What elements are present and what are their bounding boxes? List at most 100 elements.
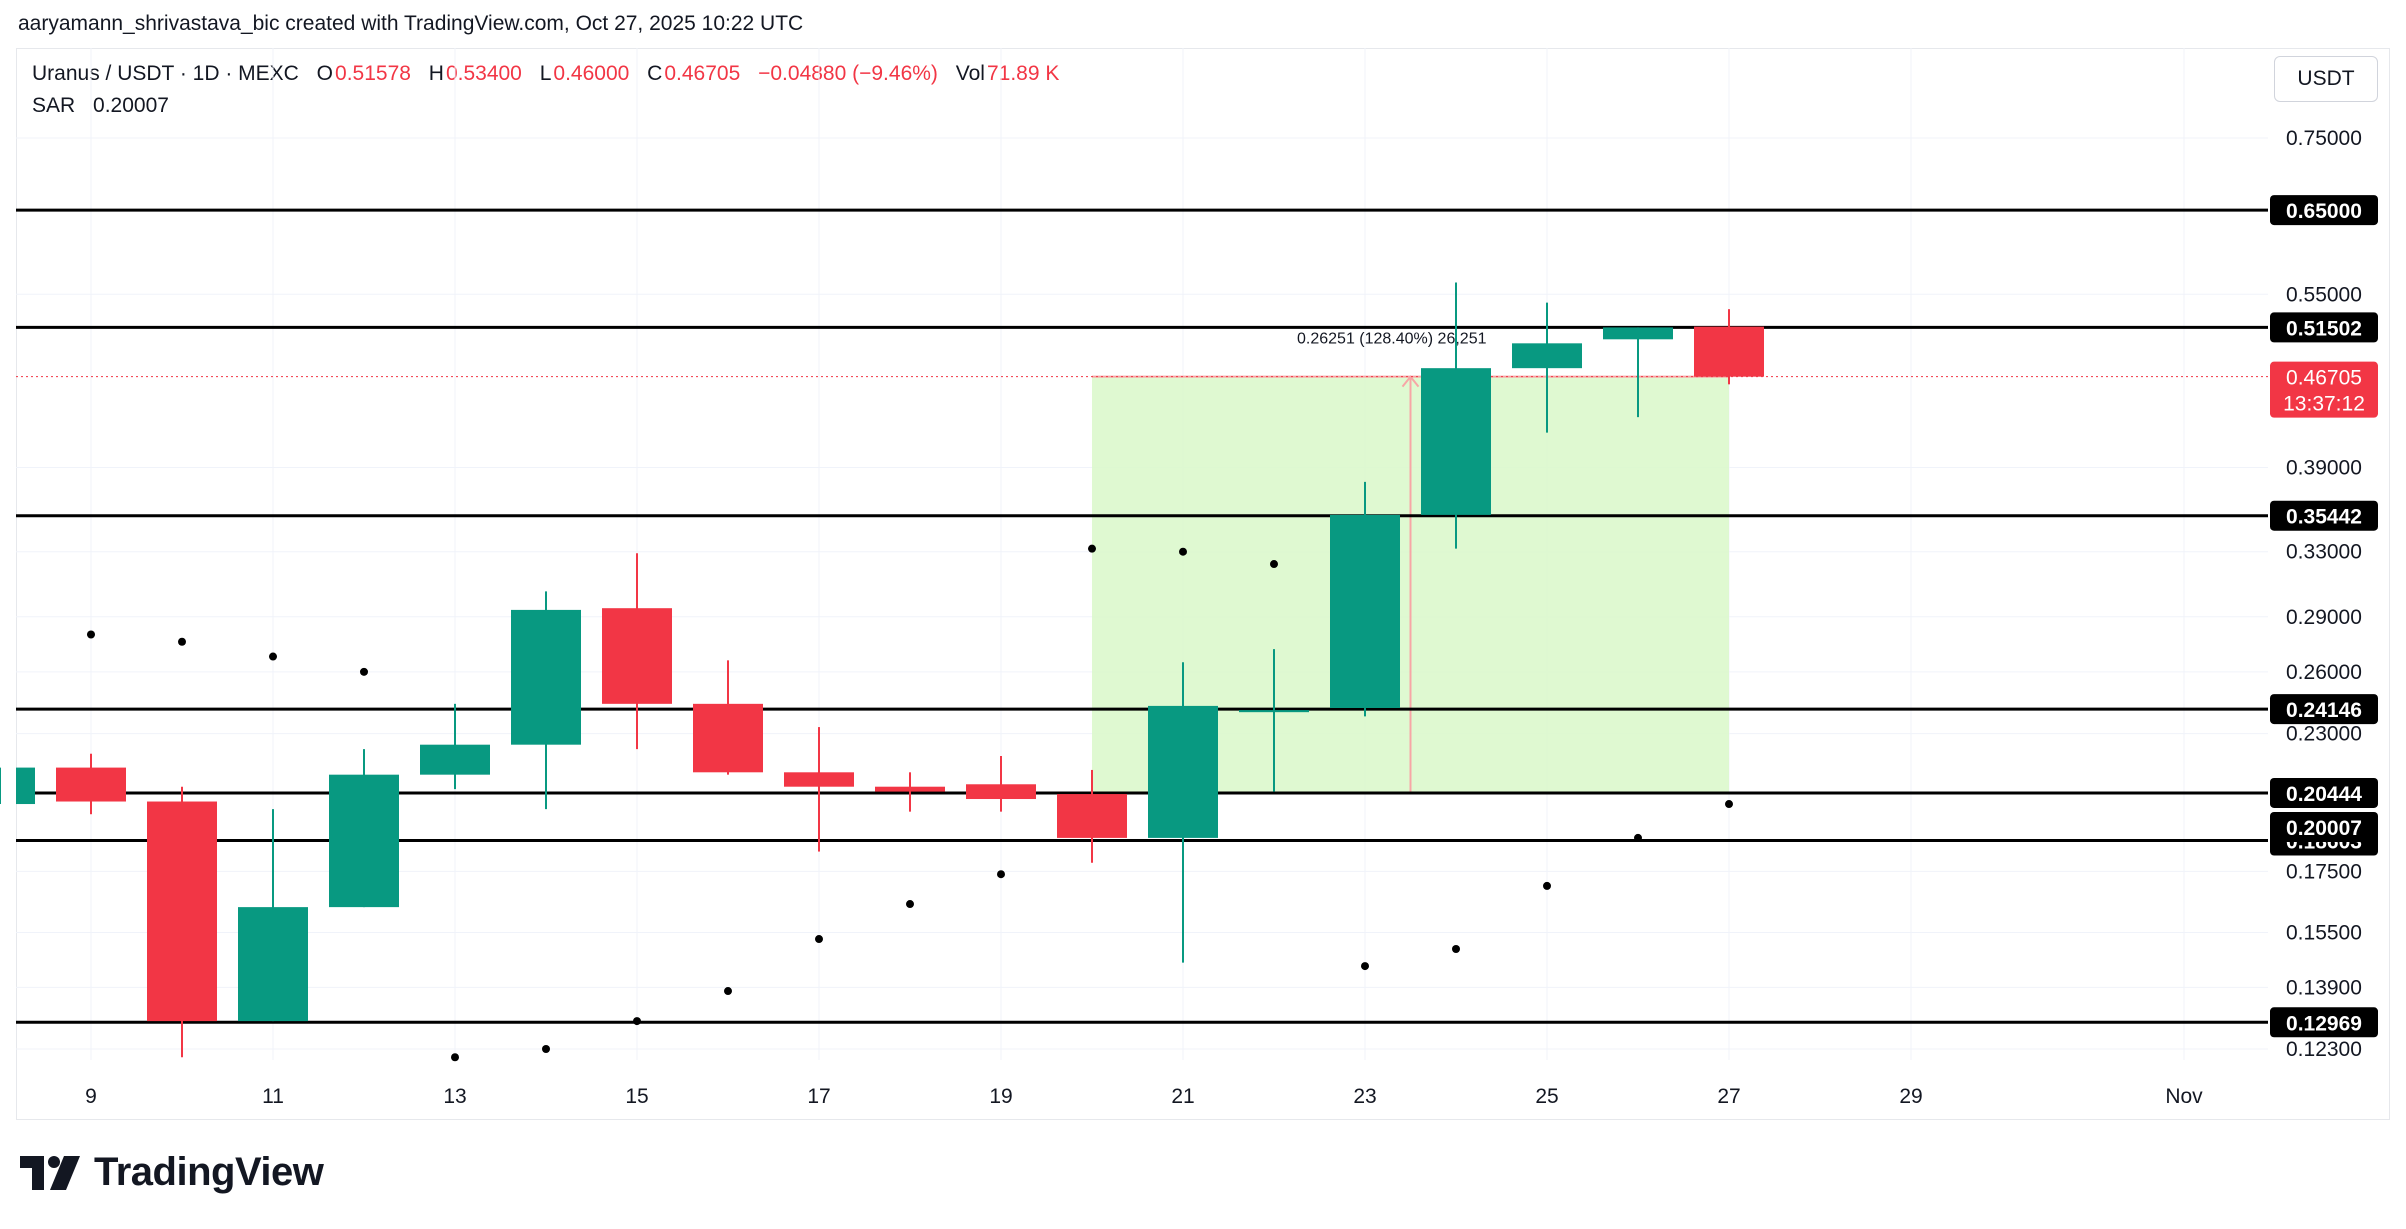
chart-credit: aaryamann_shrivastava_bic created with T…	[18, 12, 804, 35]
candle-body	[329, 774, 399, 908]
level-price-tag: 0.65000	[2286, 200, 2362, 223]
candle	[511, 591, 581, 810]
candle	[602, 553, 672, 750]
sar-dot	[1179, 547, 1187, 556]
y-tick-label: 0.39000	[2286, 457, 2362, 480]
price-tags: 0.650000.515020.354420.241460.204440.186…	[2270, 195, 2378, 1038]
level-price-tag-bg	[2270, 1007, 2378, 1038]
candle	[0, 767, 35, 805]
sar-dot	[633, 1017, 641, 1026]
sar-dot	[815, 935, 823, 944]
sar-dots	[87, 544, 1733, 1062]
close-label: C	[647, 62, 663, 85]
candle-body	[16, 767, 35, 805]
candle	[329, 749, 399, 908]
y-tick-label: 0.33000	[2286, 541, 2362, 564]
y-tick-label: 0.23000	[2286, 723, 2362, 746]
measure-label: 0.26251 (128.40%) 26,251	[1297, 331, 1487, 348]
y-tick-label: 0.26000	[2286, 661, 2362, 684]
candle-body	[602, 608, 672, 704]
candle-body	[1694, 326, 1764, 377]
last-price-tag-bg	[2270, 361, 2378, 418]
level-price-tag: 0.12969	[2286, 1012, 2362, 1035]
level-price-tag: 0.24146	[2286, 699, 2362, 722]
sar-dot	[724, 987, 732, 996]
candle	[1512, 302, 1582, 433]
candle	[1330, 481, 1400, 717]
volume-label: Vol	[955, 62, 985, 85]
sar-dot	[178, 637, 186, 646]
x-tick-label: 11	[262, 1085, 284, 1108]
sar-dot	[997, 870, 1005, 879]
sar-dot	[906, 900, 914, 909]
x-tick-label: Nov	[2165, 1085, 2203, 1108]
x-tick-label: 9	[85, 1085, 97, 1108]
candle	[693, 660, 763, 775]
y-tick-label: 0.55000	[2286, 283, 2362, 306]
tradingview-logo-icon	[20, 1155, 80, 1190]
candle	[238, 809, 308, 1022]
candle-body	[784, 772, 854, 787]
candle	[1057, 769, 1127, 863]
candle	[875, 772, 945, 812]
sar-legend-label[interactable]: SAR	[32, 94, 76, 117]
y-tick-label: 0.15500	[2286, 921, 2362, 944]
level-price-tag: 0.20444	[2286, 783, 2362, 806]
candle	[1421, 282, 1491, 549]
candle-body	[56, 767, 126, 802]
measure-arrow-head	[1401, 375, 1420, 388]
y-axis: 0.75000 0.55000 0.39000 0.33000 0.29000 0.260…	[2286, 127, 2362, 1061]
high-value: 0.53400	[445, 62, 522, 85]
sar-dot	[1725, 800, 1733, 809]
candle	[147, 786, 217, 1058]
high-label: H	[428, 62, 444, 85]
candle-body	[966, 784, 1036, 800]
sar-dot	[87, 630, 95, 639]
x-tick-label: 19	[989, 1085, 1012, 1108]
candle-body	[420, 744, 490, 775]
open-value: 0.51578	[335, 62, 411, 85]
candle	[784, 727, 854, 852]
y-tick-label: 0.13900	[2286, 976, 2362, 999]
x-tick-label: 23	[1353, 1085, 1376, 1108]
level-price-tag-bg	[2270, 195, 2378, 226]
x-tick-label: 13	[443, 1085, 466, 1108]
change-value: −0.04880 (−9.46%)	[758, 62, 938, 85]
sar-dot	[451, 1053, 459, 1062]
x-tick-label: 17	[807, 1085, 830, 1108]
volume-value: 71.89 K	[986, 62, 1060, 85]
candle-body	[875, 786, 945, 792]
currency-button[interactable]: USDT	[2274, 56, 2378, 102]
level-price-tag-bg	[2270, 777, 2378, 808]
candle	[56, 753, 126, 815]
candle	[1603, 327, 1673, 418]
ohlc-legend: Uranus / USDT · 1D · MEXC O0.51578 H0.53…	[32, 62, 1061, 86]
y-tick-label: 0.12300	[2286, 1038, 2362, 1061]
candle-body	[238, 907, 308, 1022]
candles	[0, 282, 1764, 1058]
x-tick-label: 21	[1171, 1085, 1194, 1108]
sar-price-tag-bg	[2270, 812, 2378, 842]
candle	[966, 756, 1036, 812]
countdown-tag: 13:37:12	[2283, 393, 2365, 416]
candle	[1239, 649, 1309, 792]
sar-legend-value: 0.20007	[93, 94, 169, 117]
sar-dot	[269, 652, 277, 661]
y-tick-label: 0.29000	[2286, 606, 2362, 629]
level-price-tag-bg	[2270, 500, 2378, 531]
sar-dot	[360, 667, 368, 676]
open-label: O	[316, 62, 334, 85]
tradingview-brand[interactable]: TradingView	[20, 1150, 324, 1195]
candle-body	[1603, 327, 1673, 340]
candle	[1148, 662, 1218, 963]
candle-body	[1057, 794, 1127, 838]
sar-dot	[1088, 544, 1096, 553]
symbol-label[interactable]: Uranus / USDT · 1D · MEXC	[32, 62, 299, 85]
candle-body	[1148, 705, 1218, 838]
close-value: 0.46705	[664, 62, 741, 85]
last-price-tag: 0.46705	[2286, 367, 2362, 390]
candle-body	[1239, 710, 1309, 713]
sar-dot	[542, 1045, 550, 1053]
y-tick-label: 0.17500	[2286, 860, 2362, 883]
